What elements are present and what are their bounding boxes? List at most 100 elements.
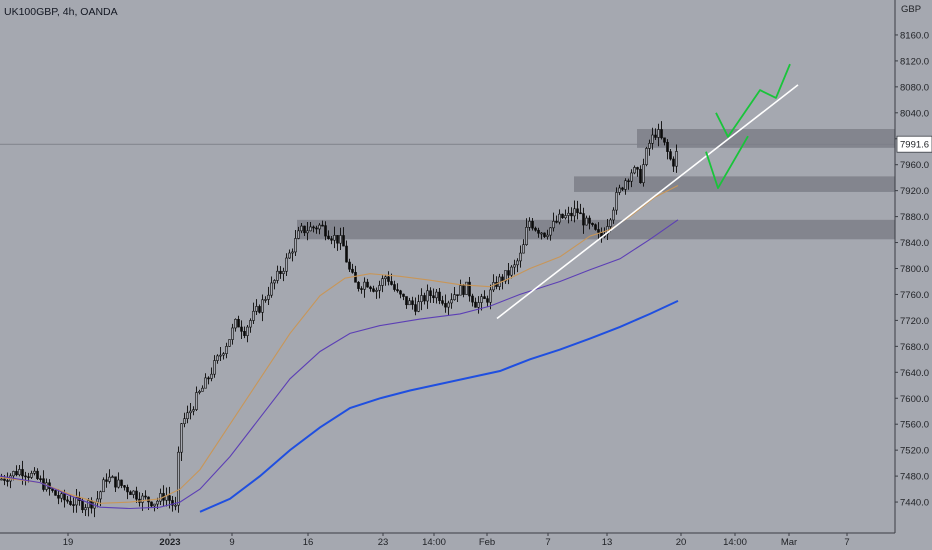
candle-body [291,251,294,254]
candle-body [249,320,252,328]
candle-body [381,278,384,286]
time-tick-label: 7 [844,537,849,548]
candle-body [15,471,18,476]
time-axis-bg [0,533,895,550]
price-tick-label: 8120.0 [900,56,929,67]
candle-body [657,129,660,138]
candle-body [252,310,255,321]
candle-body [528,220,531,228]
candle-body [522,244,525,254]
candle-body [648,143,651,149]
time-axis[interactable]: 19 2023 9 16 23 14:00 Feb 7 13 20 14:00 Mar 7 [0,532,895,550]
candle-body [144,495,147,498]
time-tick-label: 7 [545,537,550,548]
candle-body [435,291,438,299]
candle-body [405,296,408,306]
candle-body [567,212,570,216]
candle-body [69,500,72,505]
candle-body [627,180,630,183]
time-tick-label: Mar [781,537,797,548]
currency-label: GBP [901,4,921,15]
moving-average-2[interactable] [0,219,679,510]
candle-body [354,272,357,283]
candle-body [294,238,297,253]
candle-body [351,268,354,273]
candle-body [546,234,549,237]
moving-average-1[interactable] [0,185,679,504]
candle-body [120,479,123,486]
candle-body [288,252,291,259]
candle-body [141,495,144,503]
candle-body [621,187,624,190]
price-axis-bg [895,0,932,550]
candle-body [549,227,552,236]
price-axis[interactable]: GBP8160.08120.08080.08040.08000.07960.07… [894,0,932,550]
candle-body [468,281,471,297]
candle-body [390,281,393,285]
candle-body [243,331,246,336]
candle-body [348,261,351,270]
price-tick-label: 7600.0 [900,394,929,405]
candle-body [75,497,78,506]
candle-body [198,391,201,393]
candle-body [414,304,417,312]
candle-body [588,217,591,224]
candle-body [441,300,444,304]
candle-body [387,276,390,282]
candle-body [450,299,453,304]
candle-body [561,213,564,219]
candle-body [303,225,306,234]
candle-body [60,493,63,499]
candle-body [594,224,597,230]
candle-body [84,507,87,511]
trendline[interactable] [496,84,799,320]
candle-body [429,290,432,297]
candle-body [30,473,33,478]
candle-body [267,294,270,300]
candle-body [276,270,279,281]
supply-demand-zone-3[interactable] [637,129,895,148]
candle-body [339,235,342,244]
candle-body [459,285,462,296]
candle-body [33,470,36,474]
candle-body [246,326,249,336]
candle-body [564,215,567,219]
candle-body [666,141,669,152]
candle-body [366,281,369,288]
projection-path-1[interactable] [705,135,749,189]
candle-body [234,318,237,329]
candle-body [231,327,234,340]
candle-body [591,223,594,225]
candle-body [504,270,507,282]
candle-body [426,290,429,302]
candle-body [507,270,510,276]
price-tick-label: 8080.0 [900,82,929,93]
candle-body [672,158,675,167]
candle-body [489,289,492,303]
symbol-label[interactable]: UK100GBP, 4h, OANDA [4,6,118,18]
candle-body [399,290,402,295]
supply-demand-zone-2[interactable] [574,176,895,192]
price-tick-label: 7560.0 [900,420,929,431]
candle-body [525,226,528,245]
candle-body [474,301,477,308]
candle-body [66,499,69,502]
candle-body [471,295,474,303]
candle-body [3,478,6,481]
moving-average-3[interactable] [199,299,679,513]
time-tick-label: 2023 [159,537,180,548]
candle-body [642,164,645,184]
candle-body [51,488,54,491]
price-tick-label: 7480.0 [900,472,929,483]
time-tick-label: 14:00 [723,537,747,548]
candle-body [264,299,267,301]
candle-body [660,129,663,139]
candle-body [663,137,666,143]
candle-body [270,282,273,296]
candle-body [72,504,75,506]
projection-path-2[interactable] [715,63,791,138]
candle-body [375,289,378,292]
candle-body [417,301,420,312]
candle-body [537,229,540,234]
